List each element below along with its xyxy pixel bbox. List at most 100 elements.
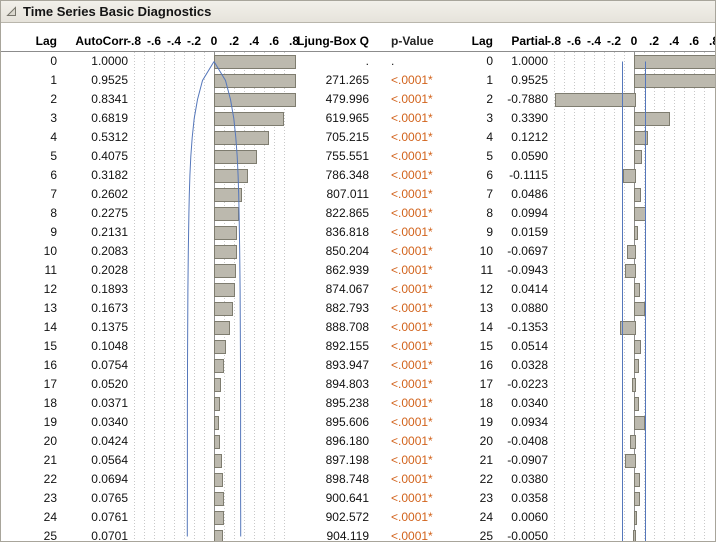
p-value-cell: <.0001* — [369, 223, 446, 242]
autocorr-cell: 1.0000 — [57, 52, 128, 71]
lag-cell: 16 — [17, 356, 57, 375]
partial-bar — [634, 131, 648, 145]
autocorr-bar-cell — [134, 185, 294, 204]
lag-cell: 3 — [17, 109, 57, 128]
autocorr-bar — [214, 359, 224, 373]
autocorr-bar — [214, 321, 230, 335]
partial-bar — [625, 264, 636, 278]
autocorr-bar-cell — [134, 413, 294, 432]
partial-bar-cell — [554, 470, 714, 489]
autocorr-bar — [214, 340, 226, 354]
axis-tick-label: -.8 — [127, 34, 141, 48]
table-row: 140.1375888.708<.0001*14-0.1353 — [1, 318, 715, 337]
table-row: 220.0694898.748<.0001*220.0380 — [1, 470, 715, 489]
lag-cell: 18 — [17, 394, 57, 413]
ljung-box-cell: 896.180 — [294, 432, 369, 451]
time-series-diagnostics-panel: Time Series Basic Diagnostics Lag AutoCo… — [0, 0, 716, 542]
ljung-box-cell: 807.011 — [294, 185, 369, 204]
autocorr-bar — [214, 207, 239, 221]
autocorr-cell: 0.0340 — [57, 413, 128, 432]
partial-cell: 0.0590 — [493, 147, 548, 166]
autocorr-cell: 0.0765 — [57, 489, 128, 508]
autocorr-cell: 0.2083 — [57, 242, 128, 261]
partial-cell: -0.0697 — [493, 242, 548, 261]
ljung-box-cell: 705.215 — [294, 128, 369, 147]
partial-bar-cell — [554, 90, 714, 109]
lag2-cell: 10 — [446, 242, 493, 261]
axis-tick-label: .6 — [269, 34, 279, 48]
partial-bar-cell — [554, 147, 714, 166]
partial-bar-cell — [554, 318, 714, 337]
partial-bar — [634, 473, 640, 487]
partial-cell: 0.0380 — [493, 470, 548, 489]
autocorr-bar — [214, 226, 237, 240]
lag2-cell: 11 — [446, 261, 493, 280]
partial-bar — [634, 112, 670, 126]
ljung-box-cell: 892.155 — [294, 337, 369, 356]
autocorr-bar-cell — [134, 261, 294, 280]
p-value-cell: <.0001* — [369, 109, 446, 128]
autocorr-bar-cell — [134, 109, 294, 128]
partial-bar-cell — [554, 109, 714, 128]
partial-cell: -0.1353 — [493, 318, 548, 337]
partial-bar-cell — [554, 71, 714, 90]
lag-cell: 0 — [17, 52, 57, 71]
lag2-cell: 15 — [446, 337, 493, 356]
lag2-cell: 7 — [446, 185, 493, 204]
autocorr-cell: 0.0754 — [57, 356, 128, 375]
table-row: 180.0371895.238<.0001*180.0340 — [1, 394, 715, 413]
autocorr-bar-cell — [134, 223, 294, 242]
autocorr-cell: 0.1673 — [57, 299, 128, 318]
lag2-cell: 13 — [446, 299, 493, 318]
autocorr-bar-cell — [134, 375, 294, 394]
ljung-box-cell: 888.708 — [294, 318, 369, 337]
table-row: 80.2275822.865<.0001*80.0994 — [1, 204, 715, 223]
table-row: 50.4075755.551<.0001*50.0590 — [1, 147, 715, 166]
lag2-cell: 22 — [446, 470, 493, 489]
ljung-box-cell: 850.204 — [294, 242, 369, 261]
autocorr-bar-cell — [134, 166, 294, 185]
partial-bar — [555, 93, 636, 107]
lag-cell: 9 — [17, 223, 57, 242]
lag2-cell: 23 — [446, 489, 493, 508]
ljung-box-cell: 895.606 — [294, 413, 369, 432]
partial-bar-cell — [554, 489, 714, 508]
autocorr-bar — [214, 435, 220, 449]
p-value-cell: <.0001* — [369, 508, 446, 527]
axis-tick-label: .2 — [229, 34, 239, 48]
partial-bar-cell — [554, 299, 714, 318]
axis-tick-label: 0 — [211, 34, 218, 48]
p-value-cell: . — [369, 52, 446, 71]
autocorr-bar — [214, 112, 284, 126]
ljung-box-cell: 894.803 — [294, 375, 369, 394]
table-row: 190.0340895.606<.0001*190.0934 — [1, 413, 715, 432]
partial-bar-cell — [554, 508, 714, 527]
lag-cell: 19 — [17, 413, 57, 432]
lag2-cell: 5 — [446, 147, 493, 166]
table-row: 240.0761902.572<.0001*240.0060 — [1, 508, 715, 527]
lag-cell: 6 — [17, 166, 57, 185]
lag-cell: 23 — [17, 489, 57, 508]
axis-tick-label: .2 — [649, 34, 659, 48]
ljung-box-cell: 479.996 — [294, 90, 369, 109]
p-value-cell: <.0001* — [369, 185, 446, 204]
table-row: 160.0754893.947<.0001*160.0328 — [1, 356, 715, 375]
autocorr-bar — [214, 74, 296, 88]
autocorr-bar-cell — [134, 394, 294, 413]
axis-tick-label: -.2 — [607, 34, 621, 48]
lag2-cell: 6 — [446, 166, 493, 185]
autocorr-cell: 0.2602 — [57, 185, 128, 204]
p-value-cell: <.0001* — [369, 299, 446, 318]
table-row: 200.0424896.180<.0001*20-0.0408 — [1, 432, 715, 451]
autocorr-bar-cell — [134, 527, 294, 541]
partial-bar — [634, 283, 640, 297]
table-row: 210.0564897.198<.0001*21-0.0907 — [1, 451, 715, 470]
lag-cell: 17 — [17, 375, 57, 394]
disclosure-triangle-icon[interactable] — [6, 6, 17, 17]
partial-bar — [634, 492, 640, 506]
axis-tick-label: -.4 — [167, 34, 181, 48]
p-value-cell: <.0001* — [369, 318, 446, 337]
lag2-cell: 14 — [446, 318, 493, 337]
autocorr-bar-cell — [134, 451, 294, 470]
autocorr-cell: 0.6819 — [57, 109, 128, 128]
